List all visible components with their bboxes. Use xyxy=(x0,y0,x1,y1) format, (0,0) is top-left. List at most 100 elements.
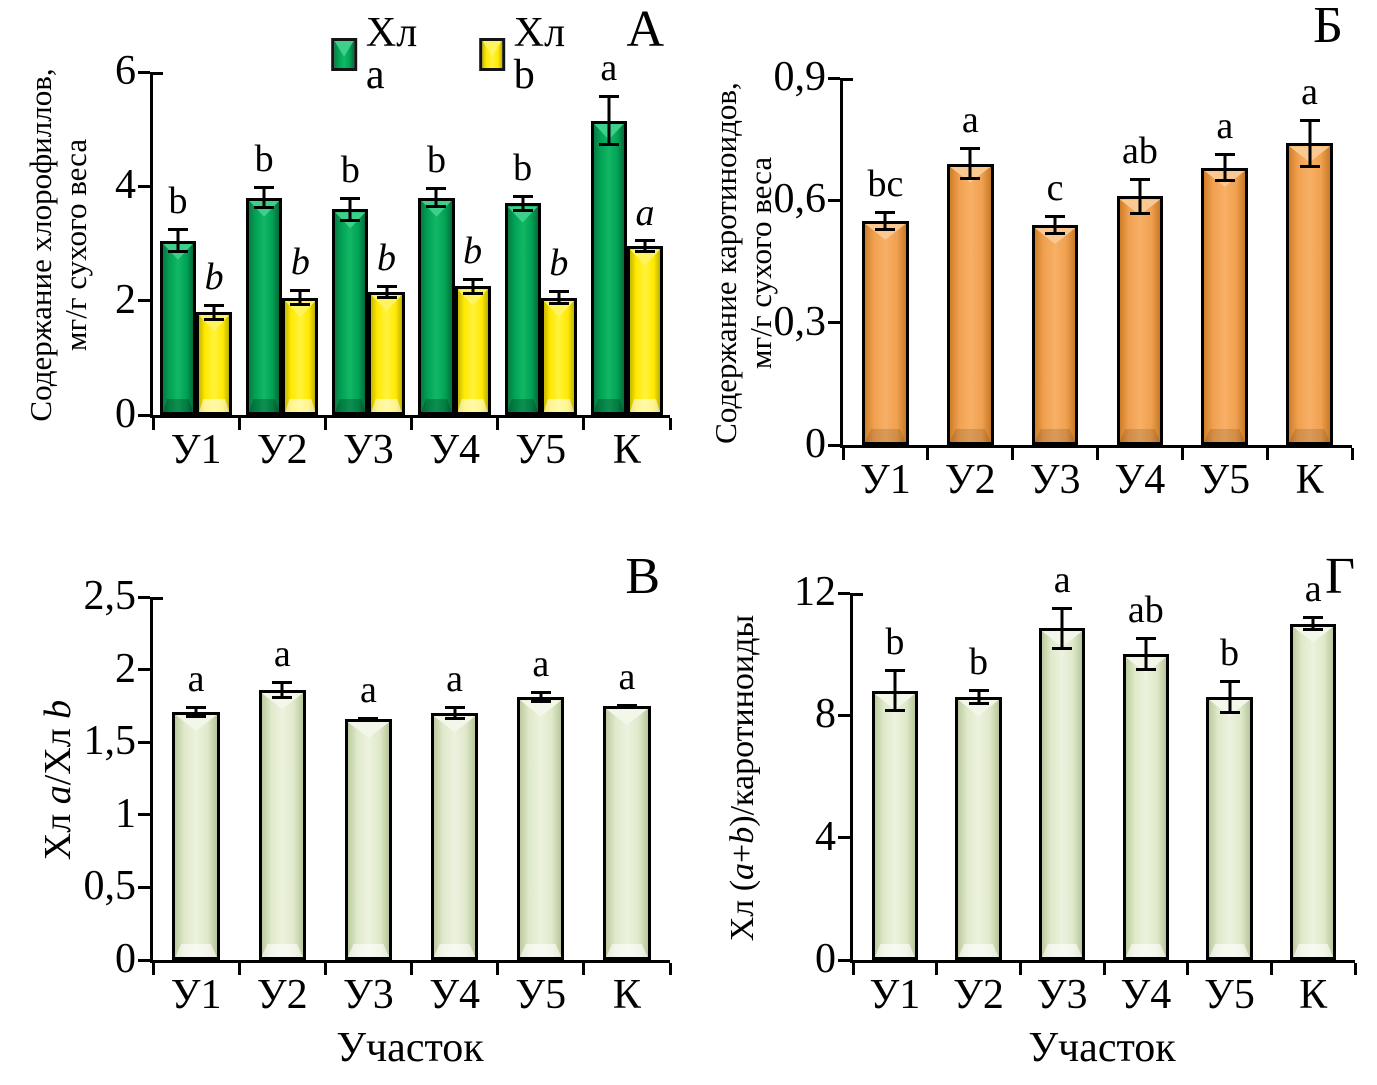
error-bar-line xyxy=(607,94,611,147)
bar-base-facet xyxy=(249,399,280,412)
error-bar-line xyxy=(262,186,266,210)
error-bar xyxy=(968,689,989,705)
y-axis-label-line: мг/г сухого веса xyxy=(58,35,94,455)
error-bar-cap-top xyxy=(530,691,551,695)
y-tick xyxy=(138,184,150,188)
error-bar-cap-bottom xyxy=(616,705,637,709)
error-bar-line xyxy=(977,689,980,705)
error-bar-cap-bottom xyxy=(444,717,465,721)
bar-base-facet xyxy=(958,944,999,957)
x-tick xyxy=(1180,448,1184,460)
error-bar xyxy=(290,289,311,307)
error-bar-cap-bottom xyxy=(1052,646,1073,650)
bar-base-facet xyxy=(1119,429,1161,442)
bar-base-facet xyxy=(285,399,316,412)
error-bar-cap-top xyxy=(1135,637,1156,641)
error-bar-cap-top xyxy=(635,239,655,243)
y-tick-label: 4 xyxy=(815,813,836,860)
bar-base-facet xyxy=(949,429,991,442)
y-axis-label-segment: Содержание каротиноидов, xyxy=(708,82,744,444)
error-bar-cap-top xyxy=(340,196,361,200)
y-tick xyxy=(138,299,150,303)
bar-base-facet xyxy=(865,429,906,442)
significance-letter: b xyxy=(1220,632,1239,675)
error-bar-line xyxy=(298,289,302,307)
error-bar-cap-top xyxy=(254,186,275,190)
error-bar-line xyxy=(1228,680,1231,714)
y-axis-label: Хл (a+b)/каротиноиды xyxy=(720,558,766,998)
y-axis-label-line: мг/г сухого веса xyxy=(743,53,779,473)
error-bar xyxy=(1052,606,1073,650)
y-axis-label-line: Хл (a+b)/каротиноиды xyxy=(724,558,762,998)
error-bar-cap-bottom xyxy=(875,227,896,231)
error-bar-cap-top xyxy=(875,210,896,214)
bar-У1 xyxy=(862,220,909,445)
error-bar-cap-top xyxy=(548,290,569,294)
error-bar xyxy=(598,94,619,147)
error-bar-cap-bottom xyxy=(204,317,225,321)
significance-letter: b xyxy=(290,241,310,284)
error-bar xyxy=(1303,615,1324,632)
error-bar-line xyxy=(521,194,525,213)
error-bar-cap-bottom xyxy=(426,205,447,209)
error-bar xyxy=(426,187,447,209)
x-tick xyxy=(841,448,845,460)
error-bar-cap-bottom xyxy=(376,295,397,299)
legend-item: Хл b xyxy=(479,12,573,96)
error-bar-cap-top xyxy=(167,228,188,232)
bar-У3 xyxy=(344,718,393,960)
error-bar-line xyxy=(1223,153,1227,182)
significance-letter: a xyxy=(961,99,979,142)
legend: Хл a Хл b xyxy=(331,12,573,96)
error-bar-cap-bottom xyxy=(167,250,188,254)
y-tick xyxy=(138,668,150,672)
significance-letter: a xyxy=(1304,567,1322,610)
error-bar xyxy=(1219,680,1240,714)
category-label: К xyxy=(1299,972,1328,1018)
y-tick-label: 6 xyxy=(115,48,136,95)
error-bar-cap-top xyxy=(884,669,905,673)
error-bar-cap-bottom xyxy=(1129,211,1150,215)
x-tick xyxy=(496,963,500,975)
x-tick xyxy=(1353,963,1357,975)
x-tick xyxy=(582,418,586,430)
error-bar-cap-top xyxy=(960,147,981,151)
y-axis-label-line: Содержание хлорофиллов, xyxy=(23,35,59,455)
y-tick-label: 2 xyxy=(115,276,136,323)
y-tick xyxy=(138,813,150,817)
error-bar-line xyxy=(968,147,972,180)
y-tick xyxy=(138,958,150,962)
bar-base-facet xyxy=(175,944,217,957)
y-tick-label: 0,3 xyxy=(773,298,827,345)
error-bar-cap-bottom xyxy=(968,701,989,705)
legend-swatch-yellow xyxy=(479,37,505,71)
error-bar-cap-bottom xyxy=(512,209,533,213)
bar-У4 xyxy=(454,286,491,415)
error-bar xyxy=(1214,153,1235,182)
significance-letter: b xyxy=(204,255,224,298)
category-label: У1 xyxy=(170,972,222,1018)
error-bar-cap-bottom xyxy=(1214,178,1235,182)
legend-swatch-facet xyxy=(334,40,354,57)
bar-base-facet xyxy=(507,399,538,412)
category-label: К xyxy=(612,972,641,1018)
x-tick xyxy=(323,418,327,430)
error-bar-cap-bottom xyxy=(186,714,207,718)
x-tick xyxy=(668,418,672,430)
y-axis-label-segment: мг/г сухого веса xyxy=(58,138,93,352)
error-bar-cap-bottom xyxy=(254,206,275,210)
category-label: У4 xyxy=(1120,972,1172,1018)
y-axis-label-segment: b xyxy=(36,699,79,719)
error-bar xyxy=(1045,214,1066,235)
category-label: У3 xyxy=(343,427,394,473)
error-bar-cap-bottom xyxy=(598,143,619,147)
y-axis-label-segment: Содержание хлорофиллов, xyxy=(23,68,59,422)
panel-a-chlorophylls: Хл a Хл b А Содержание хлорофиллов, мг/г с… xyxy=(0,0,690,543)
bar-У2 xyxy=(282,297,319,415)
y-axis-label-segment: + xyxy=(723,843,761,863)
error-bar-cap-top xyxy=(968,689,989,693)
y-tick-label: 2,5 xyxy=(83,573,137,620)
y-tick xyxy=(138,885,150,889)
error-bar-cap-top xyxy=(186,705,207,709)
bar-base-facet xyxy=(421,399,452,412)
